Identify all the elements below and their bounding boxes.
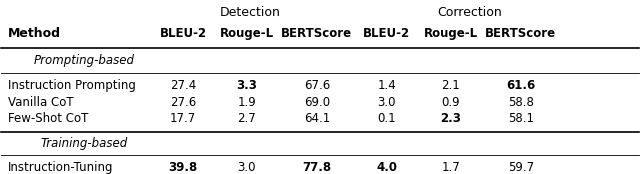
Text: 1.4: 1.4 — [378, 79, 396, 92]
Text: Instruction Prompting: Instruction Prompting — [8, 79, 136, 92]
Text: 39.8: 39.8 — [168, 161, 198, 174]
Text: Detection: Detection — [220, 6, 280, 19]
Text: BERTScore: BERTScore — [281, 27, 353, 40]
Text: 64.1: 64.1 — [304, 113, 330, 125]
Text: 1.7: 1.7 — [441, 161, 460, 174]
Text: Few-Shot CoT: Few-Shot CoT — [8, 113, 88, 125]
Text: 17.7: 17.7 — [170, 113, 196, 125]
Text: 58.8: 58.8 — [508, 96, 534, 109]
Text: BLEU-2: BLEU-2 — [364, 27, 410, 40]
Text: 0.1: 0.1 — [378, 113, 396, 125]
Text: 69.0: 69.0 — [304, 96, 330, 109]
Text: BERTScore: BERTScore — [485, 27, 556, 40]
Text: 59.7: 59.7 — [508, 161, 534, 174]
Text: Rouge-L: Rouge-L — [424, 27, 477, 40]
Text: 3.3: 3.3 — [236, 79, 257, 92]
Text: 1.9: 1.9 — [237, 96, 256, 109]
Text: 61.6: 61.6 — [506, 79, 535, 92]
Text: Method: Method — [8, 27, 61, 40]
Text: 3.0: 3.0 — [378, 96, 396, 109]
Text: 27.4: 27.4 — [170, 79, 196, 92]
Text: 0.9: 0.9 — [442, 96, 460, 109]
Text: BLEU-2: BLEU-2 — [159, 27, 207, 40]
Text: 2.7: 2.7 — [237, 113, 256, 125]
Text: Vanilla CoT: Vanilla CoT — [8, 96, 74, 109]
Text: Rouge-L: Rouge-L — [220, 27, 274, 40]
Text: 67.6: 67.6 — [304, 79, 330, 92]
Text: Correction: Correction — [437, 6, 502, 19]
Text: 4.0: 4.0 — [376, 161, 397, 174]
Text: Prompting-based: Prompting-based — [34, 54, 135, 67]
Text: 77.8: 77.8 — [302, 161, 332, 174]
Text: 2.3: 2.3 — [440, 113, 461, 125]
Text: 2.1: 2.1 — [441, 79, 460, 92]
Text: 27.6: 27.6 — [170, 96, 196, 109]
Text: 3.0: 3.0 — [237, 161, 256, 174]
Text: 58.1: 58.1 — [508, 113, 534, 125]
Text: Training-based: Training-based — [40, 137, 128, 150]
Text: Instruction-Tuning: Instruction-Tuning — [8, 161, 113, 174]
